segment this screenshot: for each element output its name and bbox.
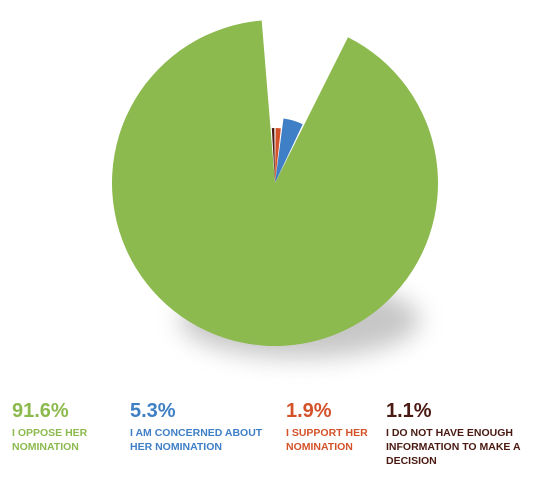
value-label: 5.3% xyxy=(130,400,176,422)
chart xyxy=(111,20,438,358)
value-label: 1.1% xyxy=(386,400,432,422)
legend-label: I SUPPORT HER NOMINATION xyxy=(286,427,368,453)
legend-entry: 1.1% I DO NOT HAVE ENOUGH INFORMATION TO … xyxy=(386,400,546,468)
legend-entry: 1.9% I SUPPORT HER NOMINATION xyxy=(286,400,381,454)
pie-slice xyxy=(271,128,275,183)
pie-slice xyxy=(275,128,281,183)
legend-label: I AM CONCERNED ABOUT HER NOMINATION xyxy=(130,427,263,453)
value-label: 91.6% xyxy=(12,400,69,422)
pie-slice xyxy=(275,118,303,183)
legend-entry: 5.3% I AM CONCERNED ABOUT HER NOMINATION xyxy=(130,400,280,454)
legend-label: I DO NOT HAVE ENOUGH INFORMATION TO MAKE… xyxy=(386,427,521,467)
pie-slice xyxy=(111,20,438,347)
legend-entry: 91.6% I OPPOSE HER NOMINATION xyxy=(12,400,124,454)
legend-label: I OPPOSE HER NOMINATION xyxy=(12,427,88,453)
value-label: 1.9% xyxy=(286,400,332,422)
